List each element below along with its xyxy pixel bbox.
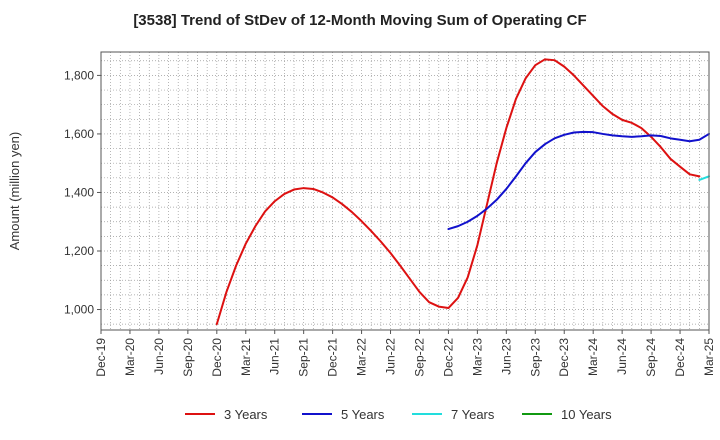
- x-tick-label: Mar-22: [355, 338, 369, 376]
- x-tick-label: Jun-24: [615, 338, 629, 375]
- x-tick-label: Sep-22: [412, 338, 426, 377]
- x-tick-label: Sep-21: [297, 338, 311, 377]
- x-tick-label: Sep-23: [528, 338, 542, 377]
- legend-label-7-years: 7 Years: [451, 407, 495, 422]
- x-tick-label: Jun-22: [384, 338, 398, 375]
- x-tick-label: Dec-21: [326, 338, 340, 377]
- series-line-7-years: [698, 175, 710, 181]
- grid: [101, 52, 709, 330]
- x-tick-label: Mar-23: [470, 338, 484, 376]
- y-tick-label: 1,800: [64, 68, 94, 82]
- x-tick-label: Dec-23: [557, 338, 571, 377]
- series-layer: [215, 58, 710, 326]
- x-tick-label: Sep-24: [644, 338, 658, 377]
- x-tick-label: Mar-25: [702, 338, 716, 376]
- legend-label-3-years: 3 Years: [224, 407, 268, 422]
- legend-label-10-years: 10 Years: [561, 407, 612, 422]
- plot-frame: [100, 51, 710, 331]
- x-tick-label: Dec-19: [94, 338, 108, 377]
- y-axis-title: Amount (million yen): [7, 132, 22, 251]
- y-tick-label: 1,200: [64, 244, 94, 258]
- y-tick-label: 1,600: [64, 127, 94, 141]
- x-tick-label: Mar-24: [586, 338, 600, 376]
- x-tick-label: Dec-20: [210, 338, 224, 377]
- legend: 3 Years 5 Years 7 Years 10 Years: [185, 407, 612, 422]
- x-tick-label: Jun-21: [268, 338, 282, 375]
- legend-label-5-years: 5 Years: [341, 407, 385, 422]
- x-tick-label: Mar-21: [239, 338, 253, 376]
- x-tick-label: Jun-23: [499, 338, 513, 375]
- x-tick-label: Sep-20: [181, 338, 195, 377]
- y-tick-label: 1,400: [64, 185, 94, 199]
- plot-area: [101, 52, 709, 330]
- chart-title: [3538] Trend of StDev of 12-Month Moving…: [133, 12, 587, 29]
- x-tick-label: Dec-24: [673, 338, 687, 377]
- axes: 1,000 1,200 1,400 1,600 1,800 Dec-19 Mar-20 Jun…: [64, 68, 716, 376]
- x-tick-label: Jun-20: [152, 338, 166, 375]
- series-line-5-years: [447, 130, 710, 231]
- y-tick-label: 1,000: [64, 303, 94, 317]
- x-tick-label: Mar-20: [123, 338, 137, 376]
- series-line-3-years: [215, 58, 701, 326]
- x-tick-label: Dec-22: [441, 338, 455, 377]
